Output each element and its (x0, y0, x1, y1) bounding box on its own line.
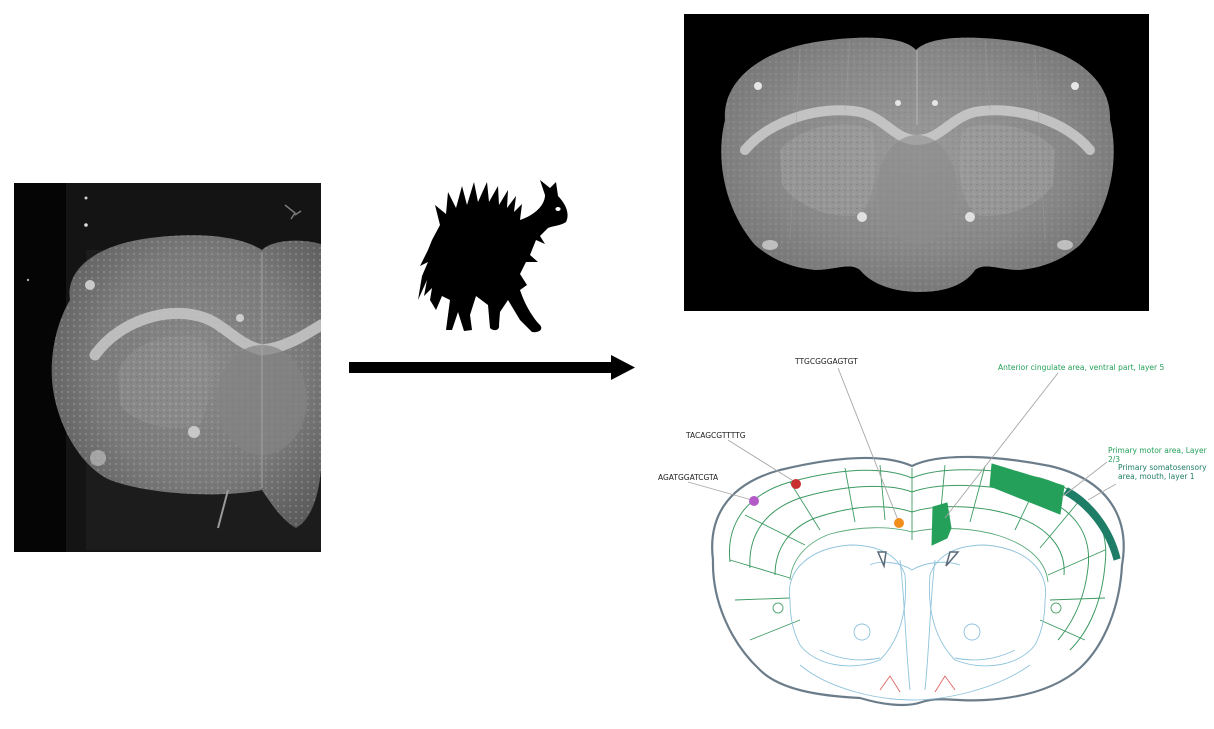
spot-orange (894, 518, 904, 528)
region-label-primary-motor: Primary motor area, Layer 2/3 (1108, 446, 1209, 464)
region-label-anterior-cingulate: Anterior cingulate area, ventral part, l… (998, 363, 1164, 372)
spot-label-1: TTGCGGGAGTGT (794, 357, 858, 366)
spot-red (791, 479, 801, 489)
brain-section-registered-image (684, 14, 1149, 311)
arrow-right-icon (349, 355, 635, 380)
spot-label-3: AGATGGATCGTA (658, 473, 719, 482)
region-anterior-cingulate-l5 (931, 502, 952, 546)
region-primary-somatosensory-mouth-l1 (1063, 487, 1121, 561)
region-primary-motor-l23 (989, 463, 1065, 515)
brain-section-raw-image (14, 183, 321, 552)
region-label-primary-somatosensory: Primary somatosensory area, mouth, layer… (1118, 463, 1209, 481)
spot-purple (749, 496, 759, 506)
brain-atlas-diagram: TTGCGGGAGTGT TACAGCGTTTTG AGATGGATCGTA A… (658, 357, 1209, 707)
scared-cat-icon (418, 180, 568, 333)
spot-label-2: TACAGCGTTTTG (685, 431, 746, 440)
